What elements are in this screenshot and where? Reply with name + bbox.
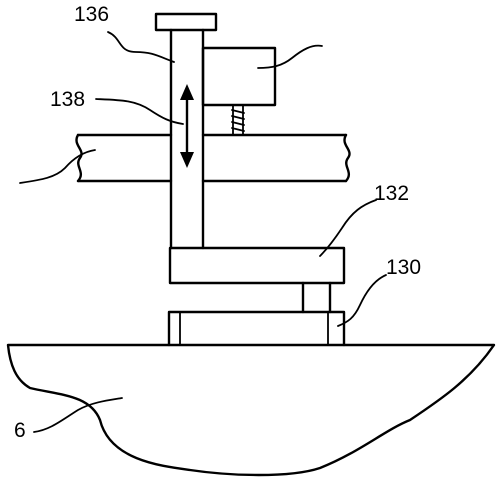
screw-thread	[232, 105, 244, 135]
beam-right-break	[344, 135, 349, 181]
label-130: 130	[386, 257, 421, 278]
stem	[303, 283, 330, 312]
arrow-down-head	[180, 152, 194, 168]
clamp-block	[203, 48, 275, 105]
leader-136	[108, 32, 174, 62]
block-130	[169, 312, 344, 345]
leader-6	[34, 398, 122, 432]
leader-beam	[20, 150, 95, 183]
leader-132	[320, 200, 376, 256]
label-6: 6	[14, 420, 26, 441]
label-138: 138	[50, 89, 85, 110]
base-outline	[8, 345, 494, 475]
label-136: 136	[74, 4, 109, 25]
bracket-132	[170, 248, 344, 283]
arrow-up-head	[180, 84, 194, 100]
label-132: 132	[374, 183, 409, 204]
post-136-cap	[156, 14, 216, 30]
